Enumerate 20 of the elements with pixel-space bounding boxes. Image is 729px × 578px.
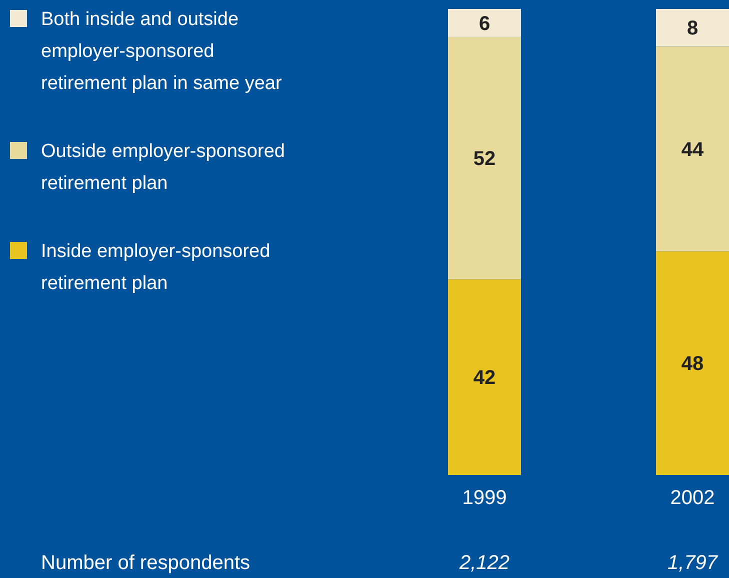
bar [448, 9, 521, 37]
legend-label: Inside employer-sponsored retirement plan [41, 241, 270, 294]
bar [656, 46, 729, 252]
bar [448, 279, 521, 475]
bar [656, 9, 729, 46]
x-tick-label: 2002 [670, 487, 715, 509]
text: 2,122 [458, 552, 510, 574]
data-label: 6 [478, 12, 490, 35]
bar [448, 36, 521, 280]
data-label: 8 [686, 18, 698, 40]
data-label: 52 [473, 148, 496, 170]
legend-label: Both inside and outside employer-sponsored retirement plan in same year [41, 9, 282, 94]
data-label: 42 [473, 367, 496, 390]
data-label: 48 [681, 353, 704, 376]
data-label: 44 [681, 138, 704, 161]
x-tick-label: 1999 [462, 487, 507, 509]
text: 1,797 [667, 552, 718, 574]
legend-label: Outside employer-sponsored retirement plan [41, 141, 285, 194]
text: Number of respondents [41, 552, 250, 574]
bar [656, 251, 729, 475]
